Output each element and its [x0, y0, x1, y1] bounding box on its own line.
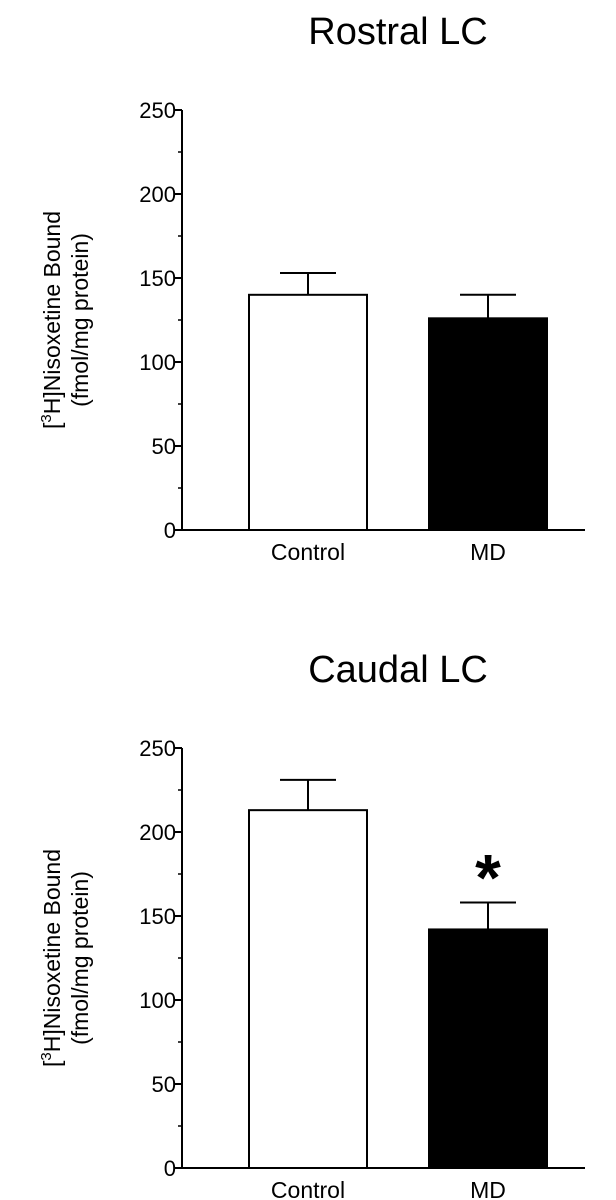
y-tick-label: 50 [152, 434, 176, 459]
chart-title: Caudal LC [308, 649, 488, 691]
y-tick-label: 100 [139, 988, 176, 1013]
bar-control [248, 293, 368, 531]
category-label: MD [470, 539, 506, 565]
y-tick-label: 250 [139, 98, 176, 123]
y-tick-label: 0 [164, 518, 176, 543]
chart-panel-rostral: Rostral LC [3H]Nisoxetine Bound (fmol/mg… [38, 11, 585, 565]
category-label: Control [271, 539, 345, 565]
bar-md [428, 317, 548, 531]
category-label: MD [470, 1177, 506, 1200]
y-tick-label: 50 [152, 1072, 176, 1097]
chart-title: Rostral LC [308, 11, 488, 53]
category-label: Control [271, 1177, 345, 1200]
y-axis-label: [3H]Nisoxetine Bound [38, 211, 65, 429]
y-tick-label: 100 [139, 350, 176, 375]
y-tick-label: 250 [139, 736, 176, 761]
significance-marker: * [475, 841, 501, 915]
chart-panel-caudal: Caudal LC [3H]Nisoxetine Bound (fmol/mg … [38, 649, 585, 1200]
y-tick-label: 200 [139, 182, 176, 207]
y-axis-label: [3H]Nisoxetine Bound [38, 849, 65, 1067]
y-tick-label: 150 [139, 904, 176, 929]
y-tick-label: 200 [139, 820, 176, 845]
chart-plot-area: 0 50 100 150 200 250 Control MD * [139, 736, 585, 1200]
chart-plot-area: 0 50 100 150 200 250 Control MD [139, 98, 585, 565]
bar-md [428, 928, 548, 1169]
y-axis-label-units: (fmol/mg protein) [67, 871, 93, 1045]
y-tick-label: 0 [164, 1156, 176, 1181]
bar-control [248, 809, 368, 1169]
y-tick-label: 150 [139, 266, 176, 291]
y-axis-label-units: (fmol/mg protein) [67, 233, 93, 407]
